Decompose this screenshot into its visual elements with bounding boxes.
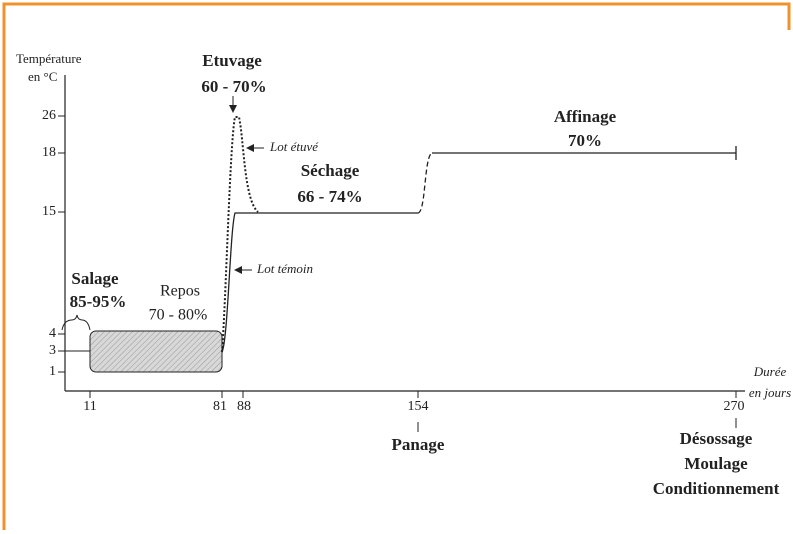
label: 66 - 74% — [297, 187, 362, 206]
label: Moulage — [684, 454, 748, 473]
label: Lot témoin — [256, 261, 313, 276]
y-tick-label: 3 — [49, 343, 56, 358]
label: Séchage — [301, 161, 360, 180]
brace — [61, 314, 91, 331]
label: Désossage — [680, 429, 753, 448]
label: Repos — [160, 283, 200, 300]
y-tick-label: 4 — [49, 326, 56, 341]
x-tick-label: 81 — [213, 399, 227, 414]
label: Conditionnement — [653, 479, 780, 498]
curve-affinage — [432, 146, 737, 160]
y-tick-label: 26 — [42, 108, 56, 123]
label: Affinage — [554, 107, 617, 126]
label: 70 - 80% — [149, 307, 208, 324]
curve-temoin — [221, 212, 418, 353]
x-tick-label: 88 — [237, 399, 251, 414]
x-title: en jours — [749, 385, 791, 400]
y-tick-label: 18 — [42, 145, 56, 160]
repos-box — [89, 330, 223, 373]
ticks — [58, 115, 737, 432]
curve-etuve — [221, 116, 259, 353]
label: 70% — [568, 131, 602, 150]
y-tick-label: 15 — [42, 204, 56, 219]
y-tick-label: 1 — [49, 364, 56, 379]
label: Lot étuvé — [269, 139, 319, 154]
x-tick-label: 154 — [408, 399, 429, 414]
x-tick-label: 270 — [724, 399, 745, 414]
curve-panage — [417, 152, 433, 214]
x-tick-label: 11 — [83, 399, 96, 414]
y-title: en °C — [28, 69, 57, 84]
label: 60 - 70% — [201, 77, 266, 96]
x-title: Durée — [753, 364, 787, 379]
label: Panage — [392, 435, 445, 454]
y-title: Température — [16, 51, 82, 66]
label: 85-95% — [70, 292, 127, 311]
label: Etuvage — [202, 51, 262, 70]
label: Salage — [71, 269, 119, 288]
